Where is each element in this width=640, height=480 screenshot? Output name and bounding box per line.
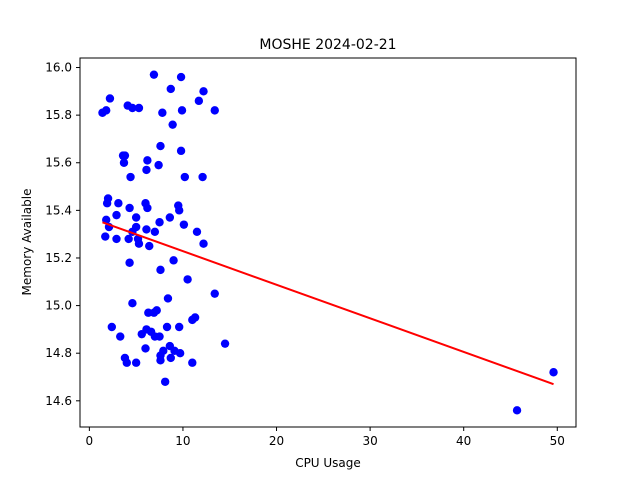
data-point xyxy=(194,96,204,106)
data-point xyxy=(158,108,167,117)
data-point xyxy=(166,84,175,94)
data-point xyxy=(188,315,197,325)
data-point xyxy=(210,106,219,115)
trend-line xyxy=(102,221,554,386)
data-point xyxy=(124,234,133,244)
data-point xyxy=(131,213,141,222)
data-point xyxy=(102,199,112,208)
y-tick-label: 15.6 xyxy=(45,156,72,170)
data-point xyxy=(156,356,165,365)
x-tick-label: 20 xyxy=(269,434,284,448)
data-point xyxy=(112,234,121,244)
data-point xyxy=(160,377,170,386)
y-tick-label: 15.8 xyxy=(45,108,72,122)
data-point xyxy=(134,103,144,113)
data-point xyxy=(154,160,163,170)
data-point xyxy=(192,227,202,236)
x-tick-label: 40 xyxy=(456,434,471,448)
data-point xyxy=(150,227,160,236)
data-point xyxy=(128,103,137,113)
data-point xyxy=(102,106,111,115)
y-tick-label: 14.6 xyxy=(45,394,72,408)
x-axis-label: CPU Usage xyxy=(295,456,361,470)
data-point xyxy=(131,358,141,367)
data-point xyxy=(101,232,110,241)
y-tick-label: 16.0 xyxy=(45,61,72,75)
y-tick-label: 15.0 xyxy=(45,299,72,313)
data-point xyxy=(188,358,197,367)
data-point xyxy=(107,322,117,332)
data-point xyxy=(134,239,144,248)
data-point xyxy=(125,258,134,267)
data-point xyxy=(142,225,151,234)
data-point xyxy=(168,120,177,129)
data-point xyxy=(175,322,184,332)
data-point xyxy=(125,203,134,213)
data-point xyxy=(105,94,115,103)
data-point xyxy=(142,165,151,175)
data-point xyxy=(177,106,187,115)
data-point xyxy=(165,213,175,222)
data-point xyxy=(176,146,186,156)
y-axis-ticks: 14.6 14.8 15.0 15.2 15.4 15.6 15.8 16.0 xyxy=(45,61,80,408)
data-point xyxy=(156,141,165,151)
data-point xyxy=(549,368,558,377)
data-point xyxy=(175,349,185,358)
data-point xyxy=(176,72,186,82)
trend-line-group xyxy=(102,221,554,386)
data-point xyxy=(145,241,154,251)
x-tick-label: 10 xyxy=(175,434,190,448)
data-point xyxy=(179,220,189,229)
data-point xyxy=(180,172,190,182)
data-point xyxy=(112,210,121,220)
data-point xyxy=(198,172,207,182)
y-tick-label: 15.2 xyxy=(45,251,72,265)
data-point xyxy=(183,275,192,284)
y-tick-label: 15.4 xyxy=(45,203,72,217)
data-point xyxy=(210,289,219,298)
data-point xyxy=(149,308,159,317)
data-point xyxy=(141,344,150,353)
data-point xyxy=(114,199,123,208)
data-point xyxy=(169,256,178,265)
data-point xyxy=(512,406,522,415)
data-point xyxy=(175,206,184,215)
x-tick-label: 30 xyxy=(362,434,377,448)
y-axis-label: Memory Available xyxy=(20,189,34,296)
data-point xyxy=(155,332,164,341)
data-point xyxy=(162,322,172,332)
data-point xyxy=(122,358,131,367)
data-points xyxy=(98,70,558,415)
data-point xyxy=(126,172,135,182)
data-point xyxy=(199,239,208,248)
data-point xyxy=(137,329,146,339)
x-tick-label: 50 xyxy=(550,434,565,448)
data-point xyxy=(166,353,175,363)
data-point xyxy=(118,151,128,160)
plot-frame xyxy=(79,57,577,428)
x-axis-ticks: 0 10 20 30 40 50 xyxy=(86,427,565,448)
y-tick-label: 14.8 xyxy=(45,346,72,360)
data-point xyxy=(116,332,125,341)
data-point xyxy=(143,203,152,213)
x-tick-label: 0 xyxy=(86,434,94,448)
data-point xyxy=(143,156,152,165)
data-point xyxy=(163,294,173,303)
data-point xyxy=(156,265,165,275)
data-point xyxy=(155,218,164,227)
data-point xyxy=(119,158,129,167)
data-point xyxy=(149,70,159,79)
data-point xyxy=(220,339,230,348)
chart-title: MOSHE 2024-02-21 xyxy=(259,37,396,53)
data-point xyxy=(128,299,137,308)
data-point xyxy=(199,87,208,96)
